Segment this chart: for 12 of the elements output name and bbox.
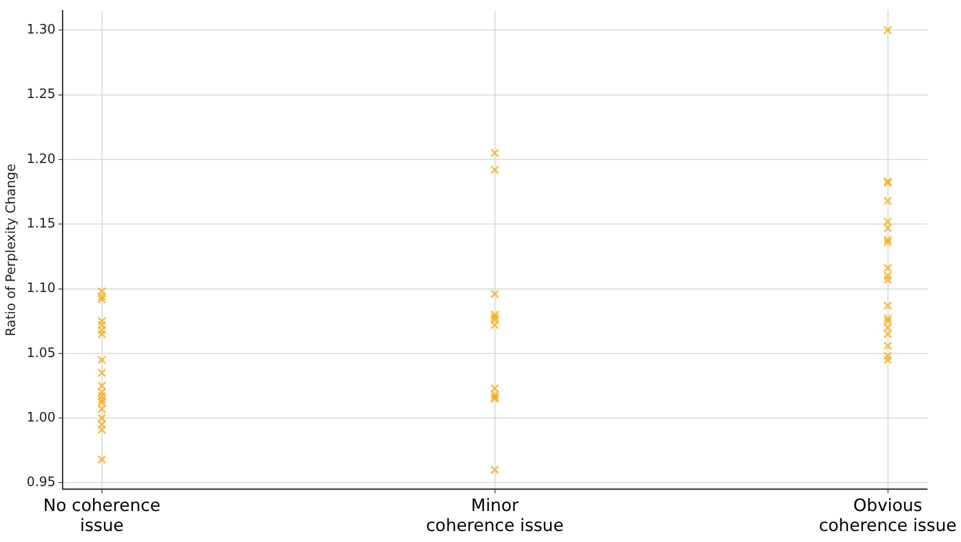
y-tick-label: 1.15 (26, 216, 56, 232)
y-tick-label: 1.20 (26, 152, 56, 167)
y-axis-title: Ratio of Perplexity Change (4, 164, 20, 336)
x-tick-label: No coherence issue (43, 496, 160, 536)
y-tick-label: 1.30 (26, 22, 56, 38)
y-tick-label: 1.10 (26, 281, 56, 296)
x-tick-label: Obvious coherence issue (818, 496, 957, 536)
y-tick-label: 1.00 (26, 410, 56, 426)
y-tick-label: 1.05 (26, 346, 56, 361)
x-tick-label: Minor coherence issue (426, 496, 564, 536)
y-tick-label: 0.95 (26, 475, 56, 490)
y-tick-label: 1.25 (26, 87, 56, 102)
